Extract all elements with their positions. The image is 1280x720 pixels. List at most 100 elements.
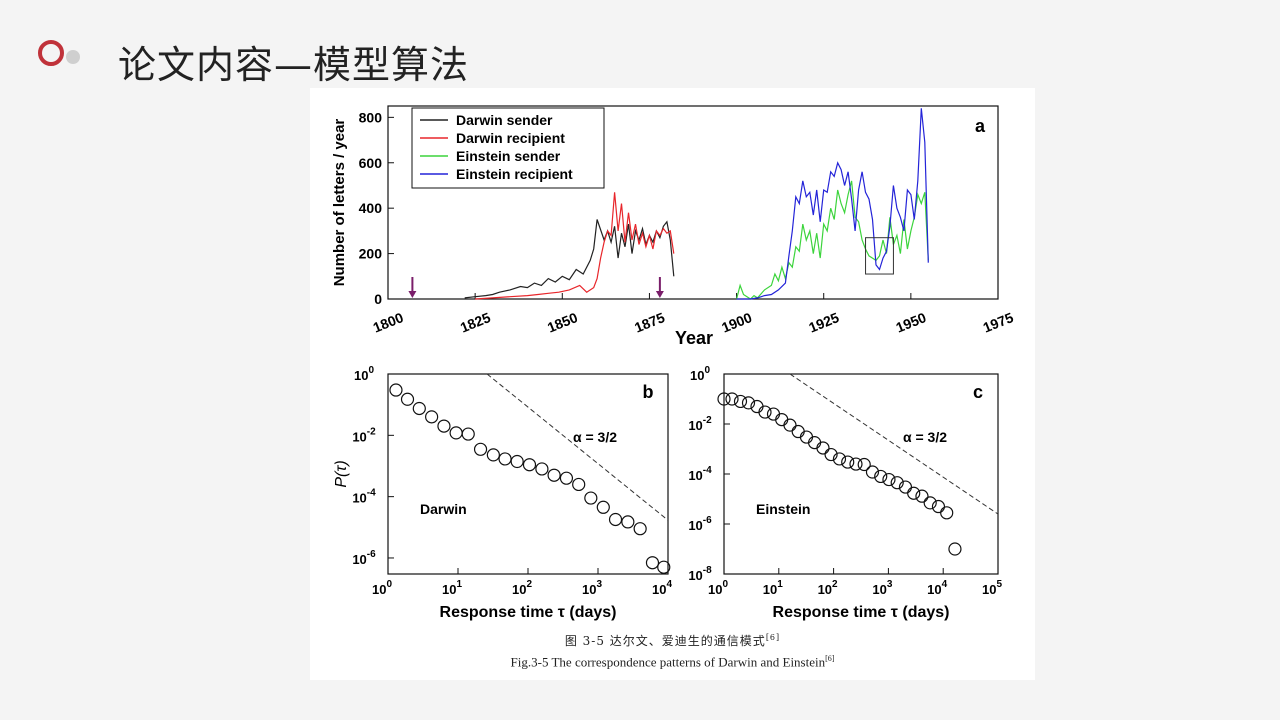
panel-a-marker-head bbox=[408, 291, 417, 298]
slide-header: 论文内容—模型算法 bbox=[0, 0, 1280, 90]
panel-c-letter: c bbox=[973, 382, 983, 402]
panel-c-point bbox=[725, 392, 739, 406]
panel-b-point bbox=[449, 426, 463, 440]
panel-b-ylabel: P(τ) bbox=[333, 460, 350, 487]
panel-c-ytick-label: 10-8 bbox=[688, 565, 712, 583]
tick-exponent: -4 bbox=[703, 465, 712, 476]
tick-base: 10 bbox=[872, 582, 886, 597]
panel-c-point bbox=[766, 407, 781, 421]
tick-exponent: 0 bbox=[704, 365, 710, 376]
panel-c-point bbox=[799, 430, 814, 444]
panel-a-series-line bbox=[475, 192, 675, 300]
panel-a-xtick-label: 1925 bbox=[806, 309, 841, 336]
panel-c-guide-line bbox=[789, 373, 999, 515]
tick-base: 10 bbox=[352, 552, 366, 567]
caption-en: Fig.3-5 The correspondence patterns of D… bbox=[310, 654, 1035, 670]
tick-base: 10 bbox=[352, 491, 366, 506]
tick-exponent: 2 bbox=[526, 579, 532, 590]
tick-base: 10 bbox=[982, 582, 996, 597]
panel-a-series-line bbox=[464, 219, 675, 299]
tick-exponent: -2 bbox=[367, 426, 376, 437]
panel-c-point bbox=[923, 496, 937, 510]
panel-b-xtick-label: 103 bbox=[582, 579, 602, 597]
panel-a-xtick-label: 1950 bbox=[894, 309, 929, 336]
panel-c-xtick-label: 105 bbox=[982, 579, 1002, 597]
panel-b-ytick-label: 10-6 bbox=[352, 549, 376, 567]
panel-b-xtick-label: 104 bbox=[652, 579, 672, 597]
tick-exponent: 1 bbox=[456, 579, 462, 590]
tick-exponent: 0 bbox=[368, 365, 374, 376]
panel-b-point bbox=[596, 500, 610, 514]
panel-a-legend-label: Einstein sender bbox=[456, 148, 561, 164]
tick-exponent: 0 bbox=[722, 579, 728, 590]
panel-c-point bbox=[882, 472, 896, 487]
figure-panel: 0 200 400 600 800 1800 1825 1850 1875 1900 1925 195… bbox=[310, 88, 1035, 680]
panel-c-point bbox=[874, 469, 888, 484]
panel-b-name-label: Darwin bbox=[420, 501, 467, 517]
panel-b-point bbox=[572, 477, 586, 492]
panel-c-point bbox=[733, 394, 748, 409]
title-ring-icon bbox=[38, 40, 64, 66]
panel-b-point bbox=[657, 560, 671, 574]
panel-c-point bbox=[907, 486, 921, 500]
panel-c-point bbox=[940, 506, 954, 520]
panel-c-point bbox=[915, 489, 929, 503]
panel-b-ytick-label: 10-2 bbox=[352, 426, 376, 444]
panel-c-xtick-label: 103 bbox=[872, 579, 892, 597]
panel-a-ylabel: Number of letters / year bbox=[331, 119, 348, 287]
tick-exponent: 1 bbox=[777, 579, 783, 590]
panel-c-frame bbox=[723, 373, 999, 575]
tick-exponent: 3 bbox=[887, 579, 893, 590]
panel-a-legend-box bbox=[411, 107, 605, 189]
panel-a-legend-label: Einstein recipient bbox=[456, 166, 573, 182]
panel-c-name-label: Einstein bbox=[756, 501, 810, 517]
panel-a-series-line bbox=[736, 180, 929, 300]
panel-b-point bbox=[621, 515, 635, 529]
panel-b-point bbox=[425, 410, 439, 424]
panel-a-legend-label: Darwin recipient bbox=[456, 130, 565, 146]
tick-base: 10 bbox=[652, 582, 666, 597]
panel-b-point bbox=[389, 383, 403, 397]
tick-exponent: -6 bbox=[367, 549, 376, 560]
panel-b-point bbox=[437, 419, 451, 433]
panel-b-alpha-label: α = 3/2 bbox=[573, 429, 617, 445]
panel-a-inset-box bbox=[865, 237, 894, 275]
panel-c-ytick-label: 10-6 bbox=[688, 515, 712, 533]
tick-exponent: 0 bbox=[386, 579, 392, 590]
tick-base: 10 bbox=[442, 582, 456, 597]
tick-base: 10 bbox=[688, 568, 702, 583]
tick-exponent: -6 bbox=[703, 515, 712, 526]
tick-exponent: -8 bbox=[703, 565, 712, 576]
tick-base: 10 bbox=[582, 582, 596, 597]
panel-c-xtick-label: 101 bbox=[763, 579, 783, 597]
tick-base: 10 bbox=[372, 582, 386, 597]
panel-c-alpha-label: α = 3/2 bbox=[903, 429, 947, 445]
panel-b-ytick-label: 100 bbox=[354, 365, 374, 383]
panel-b-letter: b bbox=[643, 382, 654, 402]
panel-b-point bbox=[510, 454, 524, 469]
panel-b-xlabel: Response time τ (days) bbox=[440, 604, 617, 621]
panel-c-point bbox=[948, 542, 962, 556]
panel-b-point bbox=[547, 468, 561, 482]
panel-b-point bbox=[486, 448, 500, 462]
panel-a-xtick-label: 1875 bbox=[632, 309, 667, 336]
panel-a-legend-label: Darwin sender bbox=[456, 112, 553, 128]
panel-c-point bbox=[791, 424, 805, 439]
caption-cn-ref: [6] bbox=[765, 633, 781, 642]
panel-c-ytick-label: 100 bbox=[690, 365, 710, 383]
panel-a-series-line bbox=[736, 108, 929, 300]
panel-b-point bbox=[412, 401, 426, 416]
tick-base: 10 bbox=[512, 582, 526, 597]
panel-a-xtick-label: 1800 bbox=[371, 309, 406, 336]
panel-c-point bbox=[857, 457, 871, 472]
panel-a-xtick-label: 1825 bbox=[458, 309, 493, 336]
panel-c-point bbox=[931, 499, 946, 514]
panel-c-ytick-label: 10-2 bbox=[688, 415, 712, 433]
tick-exponent: 4 bbox=[666, 579, 672, 590]
title-dot-icon bbox=[66, 50, 80, 64]
panel-a-frame bbox=[387, 105, 999, 300]
tick-exponent: -4 bbox=[367, 488, 376, 499]
caption-en-ref: [6] bbox=[825, 654, 835, 663]
tick-base: 10 bbox=[927, 582, 941, 597]
panel-c-point bbox=[890, 476, 904, 490]
